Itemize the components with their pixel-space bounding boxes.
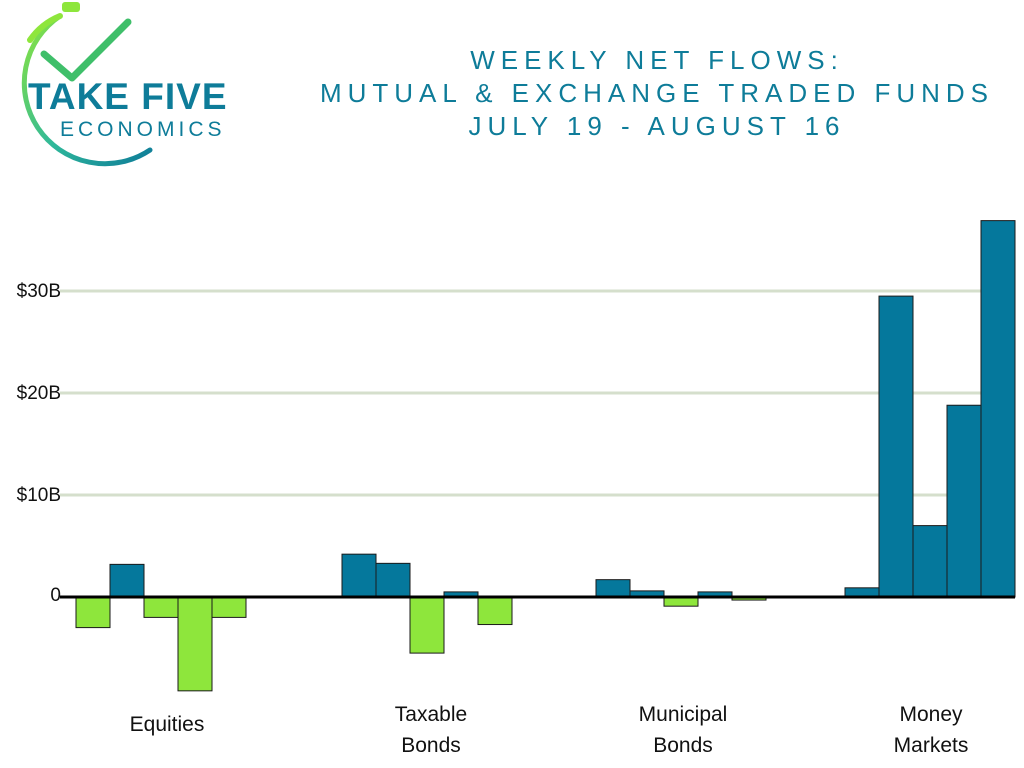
- logo: TAKE FIVE ECONOMICS: [0, 0, 290, 170]
- bar-0-1: [109, 563, 145, 598]
- bar-1-4: [477, 596, 513, 626]
- bar-3-3: [946, 404, 982, 598]
- bar-1-0: [341, 553, 377, 598]
- y-tick-label-3: $30B: [17, 281, 61, 302]
- logo-sub-text: ECONOMICS: [60, 118, 226, 141]
- bar-0-2: [143, 596, 179, 618]
- y-tick-labels: 0 $10B $20B $30B: [17, 281, 61, 606]
- y-tick-label-1: $10B: [17, 485, 61, 506]
- category-label-2-1: Bonds: [653, 734, 713, 757]
- category-label-2-0: Municipal: [639, 703, 728, 726]
- bar-2-0: [595, 579, 631, 598]
- title-line-2: MUTUAL & EXCHANGE TRADED FUNDS: [319, 78, 995, 108]
- bar-0-4: [211, 596, 247, 618]
- bar-3-2: [912, 525, 948, 598]
- category-label-3-0: Money: [899, 703, 963, 726]
- bar-3-1: [878, 295, 914, 598]
- bar-1-2: [409, 596, 445, 654]
- category-label-1-1: Bonds: [401, 734, 461, 757]
- bars: [75, 220, 1016, 692]
- chart-title: WEEKLY NET FLOWS: MUTUAL & EXCHANGE TRAD…: [290, 44, 1024, 143]
- bar-0-0: [75, 596, 111, 629]
- title-line-3: JULY 19 - AUGUST 16: [468, 111, 846, 141]
- logo-main-text: TAKE FIVE: [28, 76, 228, 117]
- category-label-1-0: Taxable: [395, 703, 467, 726]
- category-label-3-1: Markets: [894, 734, 969, 757]
- category-labels: Equities Taxable Bonds Municipal Bonds Money M…: [130, 703, 969, 757]
- category-label-0-0: Equities: [130, 713, 205, 736]
- y-tick-label-0: 0: [50, 585, 61, 606]
- bar-3-4: [980, 220, 1016, 598]
- stopwatch-check-icon: [21, 2, 153, 167]
- bar-0-3: [177, 596, 213, 692]
- bar-1-1: [375, 562, 411, 598]
- y-tick-label-2: $20B: [17, 383, 61, 404]
- title-line-1: WEEKLY NET FLOWS:: [470, 45, 844, 75]
- grid-lines: [60, 289, 1015, 497]
